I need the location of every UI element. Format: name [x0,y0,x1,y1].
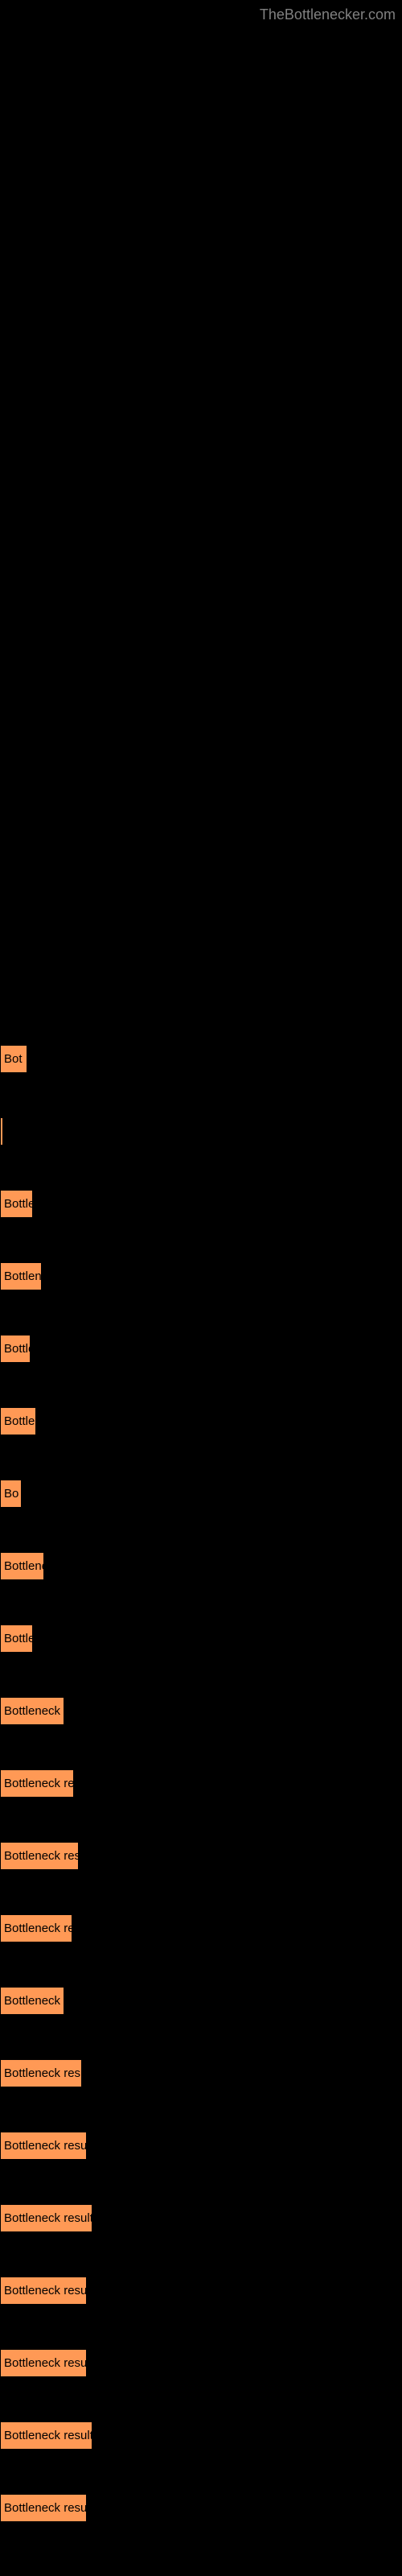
chart-bar: Bottleneck result [0,2421,92,2450]
bar-row: Bottle [0,1602,402,1674]
bar-row [0,1095,402,1167]
bar-label: Bottleneck [4,1559,43,1573]
chart-bar: Bottleneck [0,1262,42,1290]
bar-row: Bottleneck result [0,2471,402,2544]
bar-row: Bot [0,1022,402,1095]
chart-bar: Bottleneck result [0,2059,82,2087]
bar-row: Bottleneck re [0,1674,402,1747]
bar-label: Bo [4,1487,18,1501]
bar-row: Bottlen [0,1385,402,1457]
chart-bar: Bottleneck re [0,1697,64,1725]
bar-row: Bottleneck [0,1530,402,1602]
chart-bar: Bottleneck result [0,2277,87,2305]
bar-label: Bottle [4,1632,32,1645]
bar-row: Bottleneck result [0,2399,402,2471]
bar-row: Bo [0,1457,402,1530]
chart-bar: Bottleneck result [0,2494,87,2522]
bar-label: Bottleneck re [4,1994,64,2008]
bar-row: Bottleneck result [0,2254,402,2326]
chart-bar: Bottleneck result [0,2349,87,2377]
bar-label: Bottle [4,1342,30,1356]
chart-bar: Bottle [0,1335,31,1363]
bar-row: Bottleneck resul [0,1747,402,1819]
chart-bar: Bottleneck result [0,2204,92,2232]
bar-row: Bottleneck result [0,2037,402,2109]
bar-label: Bottlen [4,1414,35,1428]
chart-bar: Bottlen [0,1407,36,1435]
bar-label: Bottleneck result [4,2356,86,2370]
chart-bar: Bottle [0,1624,33,1653]
bar-row: Bottleneck resul [0,1892,402,1964]
bar-label: Bottleneck result [4,2211,92,2225]
bar-row: Bottleneck result [0,2109,402,2182]
chart-bar: Bottleneck result [0,1842,79,1870]
bar-label: Bottleneck result [4,2139,86,2153]
bar-label: Bottleneck [4,1269,41,1283]
bar-row: Bottleneck result [0,2182,402,2254]
bar-label: Bottleneck resul [4,1922,72,1935]
bar-label: Bottleneck result [4,2066,81,2080]
bar-row: Bottle [0,1167,402,1240]
bar-row: Bottle [0,1312,402,1385]
chart-bar: Bottleneck [0,1552,44,1580]
bar-label: Bottleneck result [4,1849,78,1863]
bar-row: Bottleneck [0,1240,402,1312]
chart-bar: Bottleneck re [0,1987,64,2015]
bar-row: Bottleneck re [0,1964,402,2037]
chart-bar: Bo [0,1480,22,1508]
bar-label: Bottleneck result [4,2501,86,2515]
bar-label: Bottleneck result [4,2429,92,2442]
bar-row: Bottleneck result [0,1819,402,1892]
bar-label: Bottle [4,1197,32,1211]
bar-chart: Bot Bottle Bottleneck Bottle Bottlen Bo Bottle… [0,0,402,2544]
bar-label: Bot [4,1052,23,1066]
chart-bar [0,1117,3,1146]
bar-row: Bottleneck result [0,2326,402,2399]
bar-label: Bottleneck re [4,1704,64,1718]
chart-bar: Bottleneck resul [0,1914,72,1942]
chart-bar: Bot [0,1045,27,1073]
bar-label: Bottleneck result [4,2284,86,2297]
bar-label: Bottleneck resul [4,1777,73,1790]
chart-bar: Bottleneck result [0,2132,87,2160]
chart-bar: Bottleneck resul [0,1769,74,1798]
chart-bar: Bottle [0,1190,33,1218]
